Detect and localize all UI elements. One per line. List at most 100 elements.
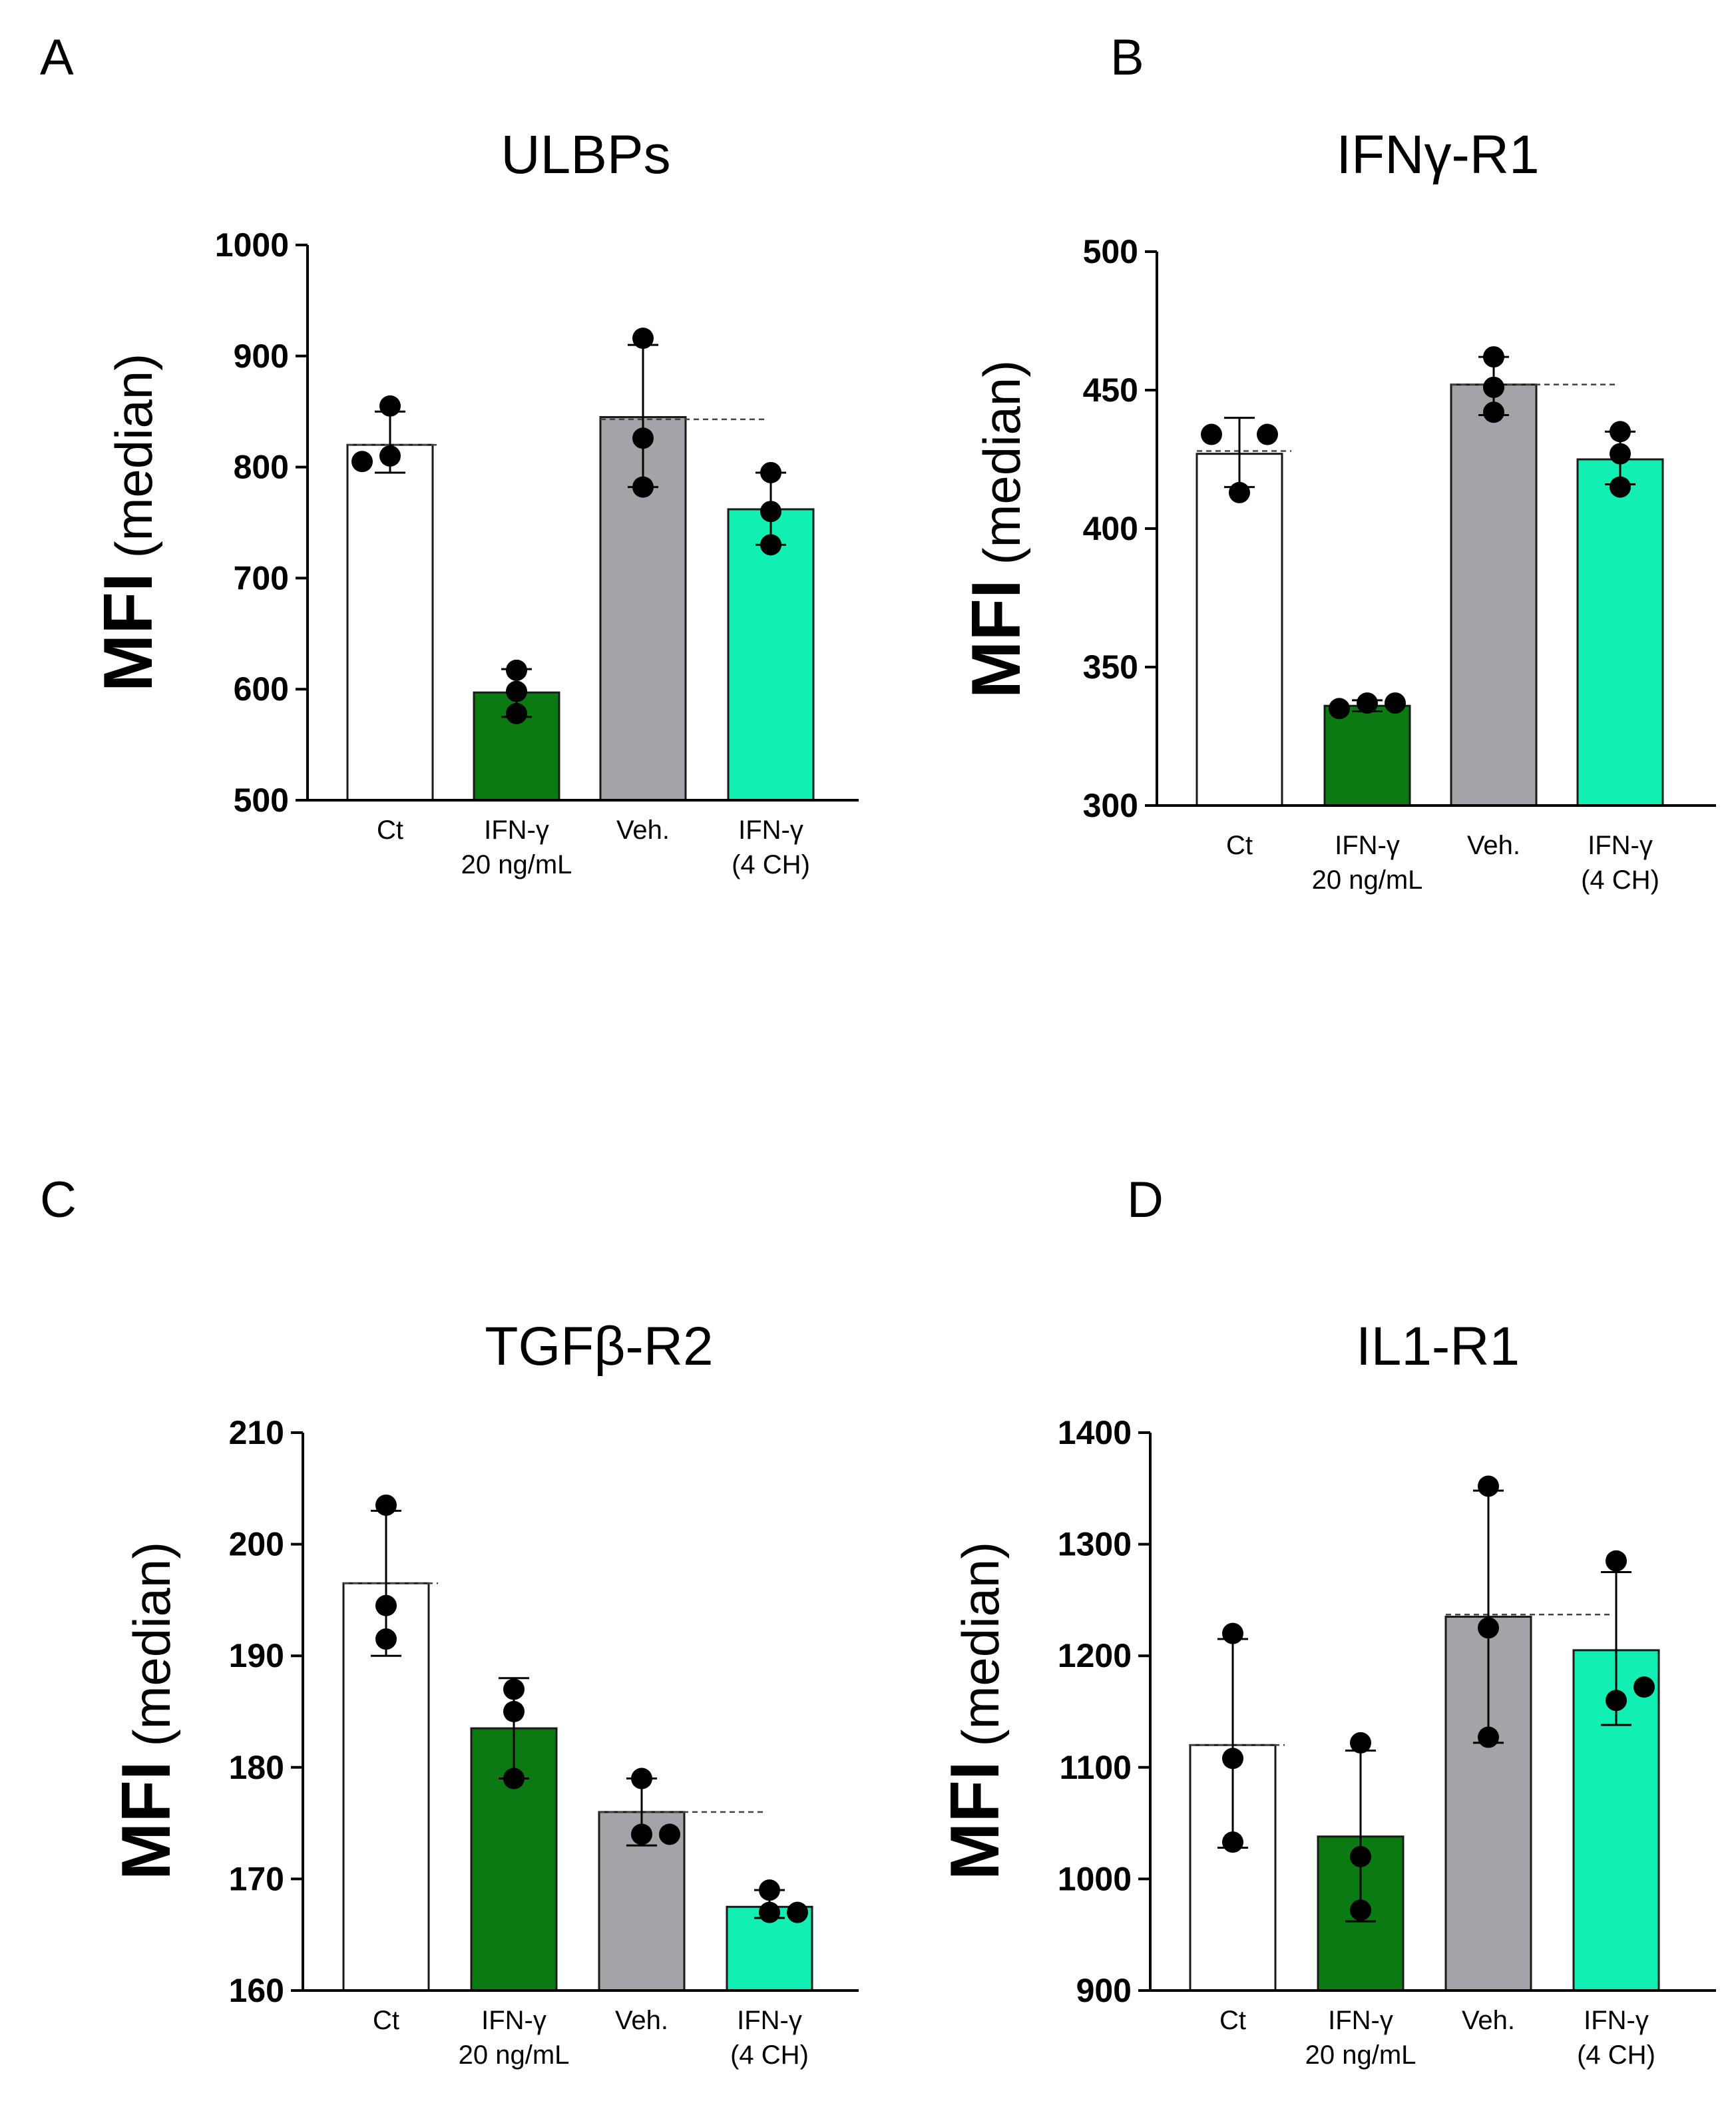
bar	[1195, 453, 1283, 807]
category-label: IFN-γ 20 ng/mL	[461, 816, 572, 879]
bar	[346, 443, 434, 802]
category-label: Veh.	[616, 816, 670, 845]
panel-letter: C	[40, 1172, 77, 1228]
data-point	[1610, 476, 1631, 498]
y-tick-label: 190	[229, 1637, 284, 1674]
data-point	[375, 1628, 397, 1650]
y-tick-label: 300	[1083, 787, 1138, 824]
data-point	[351, 451, 373, 473]
data-point	[506, 702, 527, 724]
data-point	[1606, 1690, 1627, 1712]
data-point	[1350, 1845, 1371, 1867]
category-label: Ct	[377, 816, 403, 845]
data-point	[659, 1823, 680, 1845]
category-label: IFN-γ (4 CH)	[730, 2006, 809, 2070]
panel-a: A ULBPs MFI (median) 500 600 700 800 900 1000 Ct I…	[40, 29, 859, 879]
data-point	[1478, 1475, 1499, 1497]
data-point	[1357, 692, 1378, 714]
y-tick-label: 170	[229, 1860, 284, 1897]
panel-letter: D	[1127, 1172, 1164, 1228]
data-point	[631, 1823, 652, 1845]
data-point	[506, 680, 527, 702]
y-tick-label: 600	[234, 670, 289, 708]
data-point	[503, 1701, 525, 1722]
data-point	[1350, 1732, 1371, 1754]
panel-letter: B	[1110, 29, 1144, 86]
category-label: Veh.	[1467, 831, 1520, 860]
bar	[1450, 383, 1538, 807]
y-tick-label: 180	[229, 1749, 284, 1786]
data-point	[1483, 376, 1504, 398]
y-tick-label: 900	[234, 338, 289, 375]
y-tick-label: 350	[1083, 648, 1138, 686]
bar	[1189, 1744, 1277, 1992]
data-point	[1257, 423, 1278, 445]
category-label: IFN-γ 20 ng/mL	[459, 2006, 570, 2070]
data-point	[759, 1879, 780, 1901]
category-label: IFN-γ (4 CH)	[732, 816, 810, 879]
chart-title: TGFβ-R2	[485, 1316, 713, 1377]
y-tick-label: 200	[229, 1526, 284, 1563]
category-label: IFN-γ 20 ng/mL	[1305, 2006, 1416, 2070]
data-point	[1483, 346, 1504, 368]
bar	[1323, 704, 1411, 807]
chart-title: IL1-R1	[1356, 1316, 1520, 1377]
data-point	[379, 445, 401, 467]
panel-d: D IL1-R1 MFI (median) 900 1000 1100 1200 1300 14…	[937, 1172, 1716, 2070]
y-axis-label: MFI (median)	[108, 1542, 185, 1881]
data-point	[379, 395, 401, 417]
y-tick-label: 450	[1083, 371, 1138, 409]
data-point	[1201, 423, 1222, 445]
y-tick-label: 700	[234, 559, 289, 596]
data-point	[760, 461, 781, 483]
category-label: Ct	[373, 2006, 399, 2035]
category-label: IFN-γ (4 CH)	[1577, 2006, 1655, 2070]
data-point	[787, 1901, 808, 1923]
data-point	[1610, 443, 1631, 465]
y-axis-label: MFI (median)	[937, 1542, 1014, 1881]
data-point	[1350, 1899, 1371, 1921]
y-tick-label: 210	[229, 1414, 284, 1451]
data-point	[1222, 1748, 1243, 1769]
data-point	[760, 534, 781, 556]
y-tick-label: 1400	[1058, 1414, 1132, 1451]
y-tick-label: 1000	[215, 226, 289, 264]
data-point	[632, 328, 654, 350]
y-tick-label: 500	[234, 782, 289, 819]
chart-title: ULBPs	[501, 124, 670, 185]
y-tick-label: 1300	[1058, 1526, 1132, 1563]
panel-c: C TGFβ-R2 MFI (median) 160 170 180 190 200 210 Ct…	[40, 1172, 859, 2070]
y-axis-label: MFI (median)	[90, 353, 167, 692]
y-axis-label: MFI (median)	[958, 360, 1035, 699]
data-point	[760, 501, 781, 523]
y-tick-label: 500	[1083, 233, 1138, 270]
data-point	[375, 1594, 397, 1616]
data-point	[759, 1901, 780, 1923]
data-point	[1229, 481, 1250, 503]
data-point	[1483, 401, 1504, 423]
category-label: Ct	[1219, 2006, 1246, 2035]
category-label: IFN-γ (4 CH)	[1581, 831, 1659, 895]
y-tick-label: 160	[229, 1972, 284, 2009]
data-point	[1222, 1831, 1243, 1853]
category-label: Veh.	[615, 2006, 668, 2035]
chart-title: IFNγ-R1	[1336, 124, 1539, 185]
data-point	[632, 476, 654, 498]
data-point	[632, 427, 654, 449]
data-point	[1385, 692, 1406, 714]
panel-b: B IFNγ-R1 MFI (median) 300 350 400 450 500 Ct IFN…	[958, 29, 1716, 895]
data-point	[1610, 421, 1631, 443]
data-point	[503, 1767, 525, 1789]
y-tick-label: 900	[1076, 1972, 1132, 2009]
category-label: Veh.	[1462, 2006, 1515, 2035]
category-label: Ct	[1226, 831, 1253, 860]
bar	[1576, 458, 1664, 807]
data-point	[1478, 1617, 1499, 1639]
data-point	[1606, 1550, 1627, 1572]
data-point	[631, 1767, 652, 1789]
data-point	[506, 659, 527, 681]
data-point	[375, 1494, 397, 1516]
data-point	[1633, 1676, 1655, 1698]
y-tick-label: 1200	[1058, 1637, 1132, 1674]
